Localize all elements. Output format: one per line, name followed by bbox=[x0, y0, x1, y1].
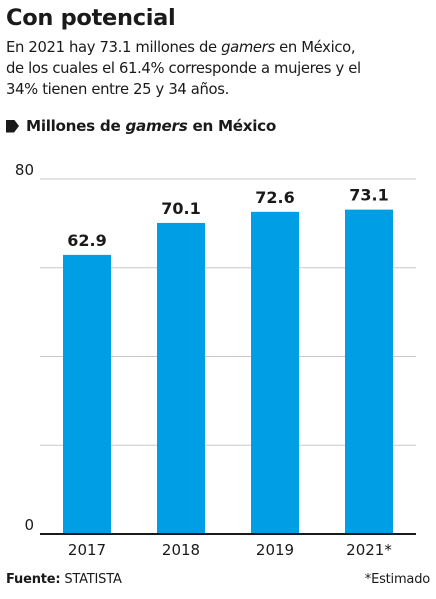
legend-label-end: en México bbox=[187, 117, 276, 135]
x-tick-label: 2017 bbox=[68, 541, 106, 559]
bar bbox=[345, 209, 393, 534]
source-value: STATISTA bbox=[64, 572, 122, 587]
subtitle-line-1-end: en México, bbox=[274, 39, 356, 56]
source-credit: Fuente: STATISTA bbox=[6, 572, 122, 587]
bar bbox=[63, 254, 111, 534]
legend-label-emphasis: gamers bbox=[125, 117, 188, 135]
chart-legend: Millones de gamers en México bbox=[6, 115, 276, 137]
x-tick-label: 2019 bbox=[256, 541, 294, 559]
subtitle-line-2: de los cuales el 61.4% corresponde a muj… bbox=[6, 60, 361, 77]
x-tick-label: 2018 bbox=[162, 541, 200, 559]
y-tick-label: 0 bbox=[24, 516, 34, 534]
chart-title: Con potencial bbox=[6, 5, 176, 31]
x-tick-label: 2021* bbox=[346, 541, 392, 559]
y-tick-label: 80 bbox=[15, 161, 34, 179]
estimate-note: *Estimado bbox=[364, 572, 430, 587]
subtitle-line-3: 34% tienen entre 25 y 34 años. bbox=[6, 81, 229, 98]
bar-value-label: 73.1 bbox=[349, 186, 388, 205]
bar-value-label: 70.1 bbox=[161, 199, 200, 218]
bar-value-label: 72.6 bbox=[255, 188, 294, 207]
subtitle-line-1-emphasis: gamers bbox=[221, 39, 275, 56]
arrow-tag-icon bbox=[6, 119, 19, 133]
chart-subtitle: En 2021 hay 73.1 millones de gamers en M… bbox=[6, 37, 434, 100]
subtitle-line-1-start: En 2021 hay 73.1 millones de bbox=[6, 39, 222, 56]
chart-footer: Fuente: STATISTA *Estimado bbox=[6, 572, 430, 592]
bar-value-label: 62.9 bbox=[67, 231, 106, 250]
legend-label-start: Millones de bbox=[26, 117, 126, 135]
bar bbox=[251, 211, 299, 534]
subtitle-line-1: En 2021 hay 73.1 millones de gamers en M… bbox=[6, 37, 434, 58]
legend-label: Millones de gamers en México bbox=[26, 117, 276, 135]
bar bbox=[157, 222, 205, 534]
source-label: Fuente: bbox=[6, 572, 61, 587]
